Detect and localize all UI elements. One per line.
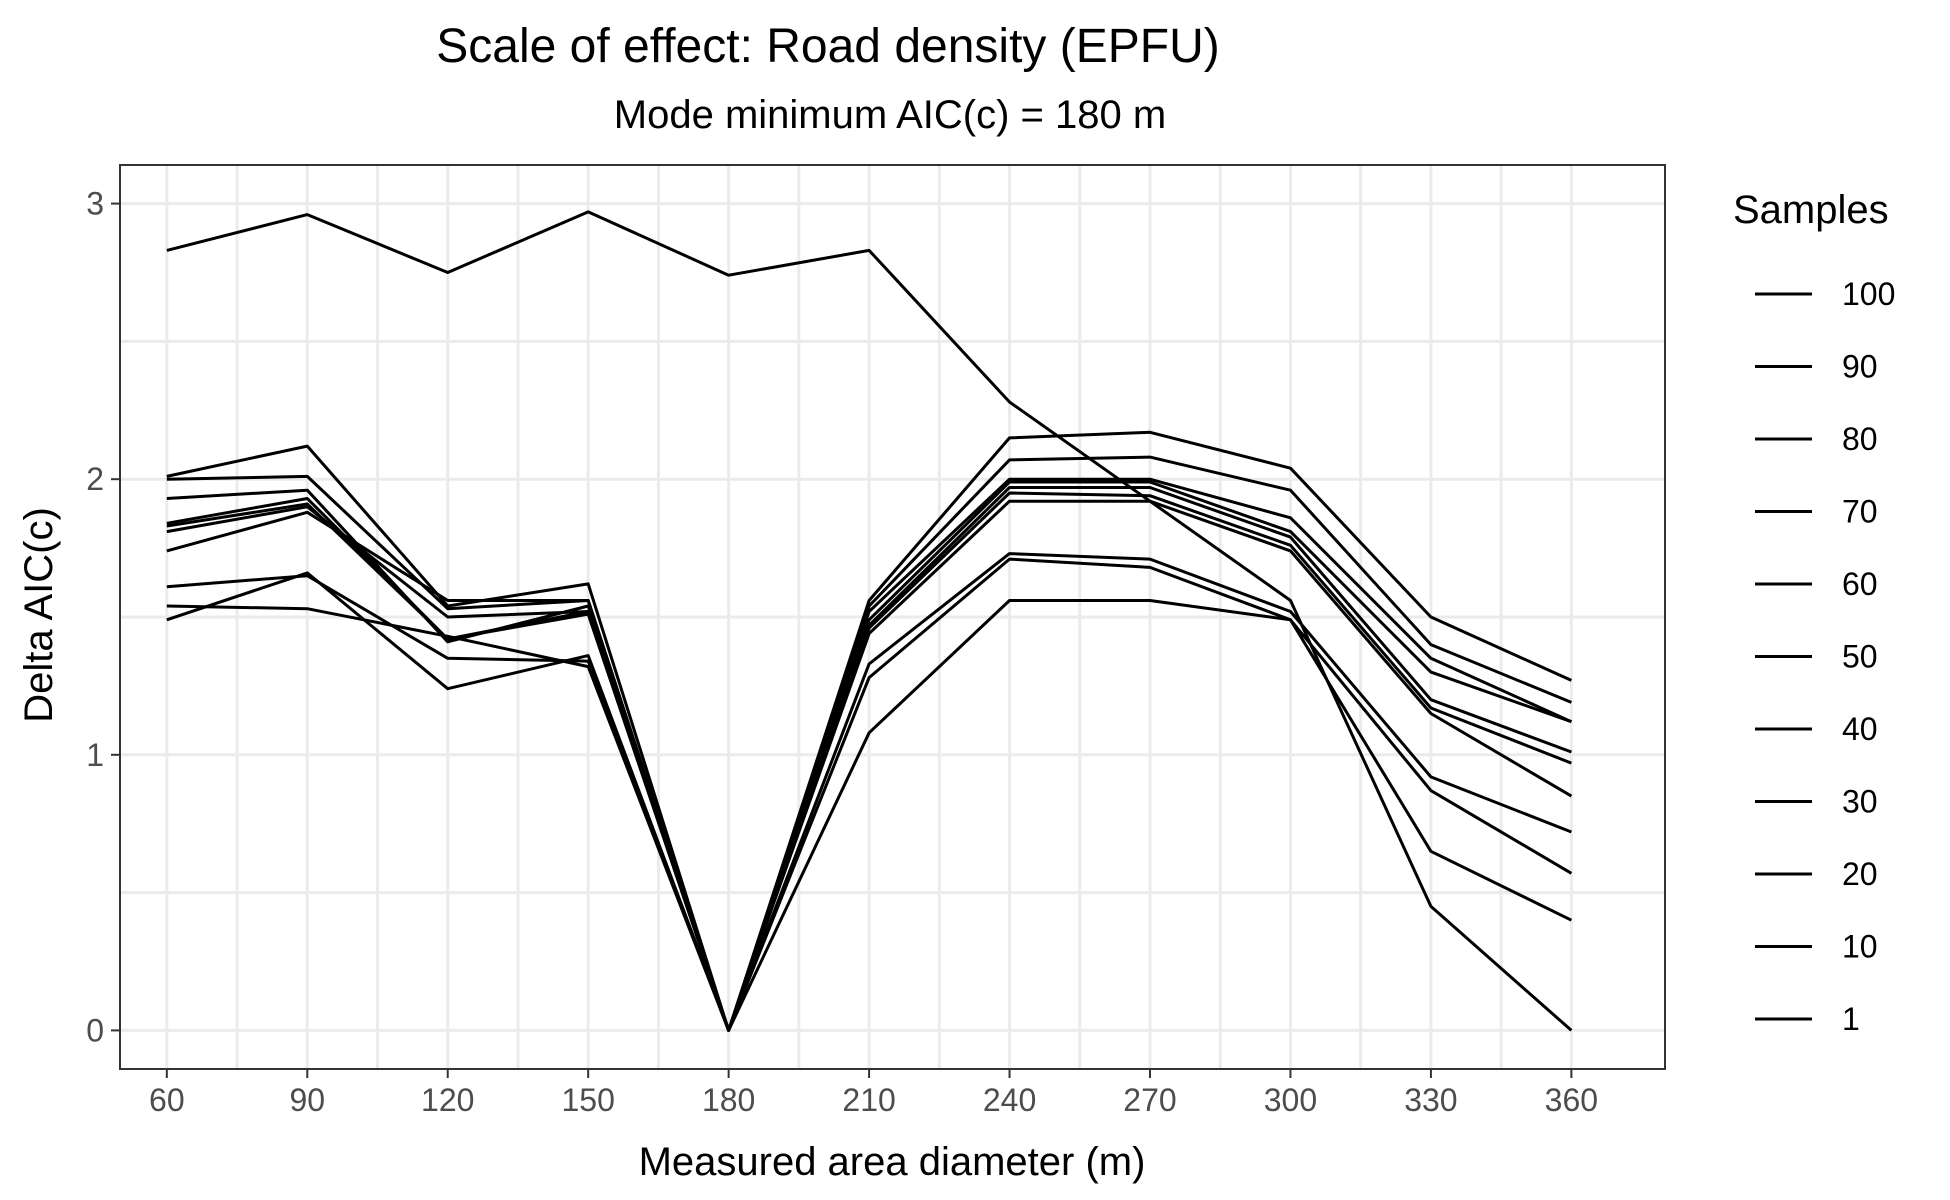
series-line-1 bbox=[166, 210, 1573, 1032]
y-tick-label: 3 bbox=[86, 186, 104, 222]
x-tick-label: 210 bbox=[842, 1082, 895, 1118]
y-tick-label: 2 bbox=[86, 461, 104, 497]
x-axis: 60 90 120 150 180 210 240 270 300 330 360 bbox=[149, 1069, 1598, 1118]
legend-label-20: 20 bbox=[1842, 856, 1878, 892]
x-tick-label: 360 bbox=[1545, 1082, 1598, 1118]
x-tick-label: 270 bbox=[1123, 1082, 1176, 1118]
legend-title: Samples bbox=[1733, 188, 1889, 232]
series-lines bbox=[166, 210, 1573, 1032]
legend-label-70: 70 bbox=[1842, 494, 1878, 530]
x-tick-label: 150 bbox=[561, 1082, 614, 1118]
legend-label-50: 50 bbox=[1842, 639, 1878, 675]
chart-title: Scale of effect: Road density (EPFU) bbox=[436, 20, 1219, 73]
legend-label-60: 60 bbox=[1842, 566, 1878, 602]
legend-label-80: 80 bbox=[1842, 421, 1878, 457]
legend-label-100: 100 bbox=[1842, 276, 1895, 312]
legend-label-30: 30 bbox=[1842, 784, 1878, 820]
x-tick-label: 180 bbox=[702, 1082, 755, 1118]
series-line-90 bbox=[166, 455, 1572, 1032]
y-tick-label: 1 bbox=[86, 737, 104, 773]
series-line-100 bbox=[166, 430, 1573, 1032]
plot-panel-border bbox=[119, 164, 1666, 1070]
legend: 100 90 80 70 60 50 40 30 20 10 1 bbox=[1755, 276, 1895, 1037]
legend-label-10: 10 bbox=[1842, 929, 1878, 965]
x-axis-title: Measured area diameter (m) bbox=[639, 1140, 1146, 1184]
x-tick-label: 300 bbox=[1264, 1082, 1317, 1118]
grid-lines bbox=[120, 165, 1665, 1069]
y-tick-label: 0 bbox=[86, 1012, 104, 1048]
y-axis: 0 1 2 3 bbox=[86, 186, 120, 1048]
series-line-80 bbox=[166, 477, 1573, 1032]
x-tick-label: 330 bbox=[1404, 1082, 1457, 1118]
x-tick-label: 60 bbox=[149, 1082, 185, 1118]
x-tick-label: 240 bbox=[983, 1082, 1036, 1118]
series-line-40 bbox=[166, 499, 1573, 1032]
y-axis-title: Delta AIC(c) bbox=[17, 507, 61, 723]
x-tick-label: 90 bbox=[289, 1082, 325, 1118]
series-line-30 bbox=[166, 552, 1572, 1032]
legend-label-1: 1 bbox=[1842, 1001, 1860, 1037]
x-tick-label: 120 bbox=[421, 1082, 474, 1118]
chart-subtitle: Mode minimum AIC(c) = 180 m bbox=[614, 93, 1166, 137]
legend-label-90: 90 bbox=[1842, 349, 1878, 385]
legend-label-40: 40 bbox=[1842, 711, 1878, 747]
series-line-20 bbox=[166, 557, 1573, 1032]
series-line-10 bbox=[166, 571, 1573, 1032]
